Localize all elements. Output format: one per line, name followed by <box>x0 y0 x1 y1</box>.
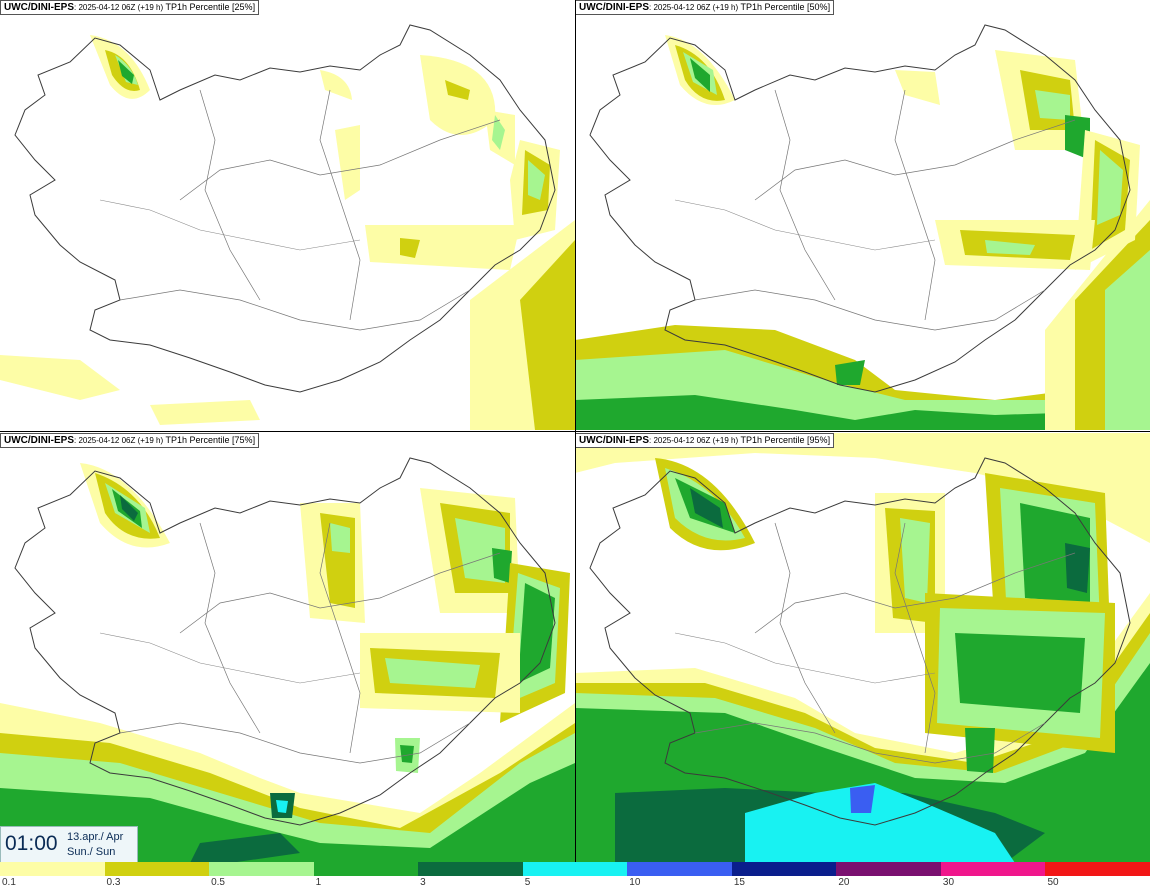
valid-time: 01:00 <box>5 832 58 855</box>
field-name: TP1h Percentile [95%] <box>740 435 831 445</box>
panel-header: UWC/DINI-EPS: 2025-04-12 06Z (+19 h) TP1… <box>575 433 835 448</box>
colorbar-segment <box>627 862 732 876</box>
model-name: UWC/DINI-EPS <box>579 435 649 446</box>
colorbar-segment <box>836 862 941 876</box>
colorbar-segment <box>522 862 628 876</box>
colorbar-tick-label: 10 <box>629 877 641 888</box>
precip-map-95 <box>575 433 1150 863</box>
colorbar-segment <box>313 862 419 876</box>
field-name: TP1h Percentile [75%] <box>165 435 256 445</box>
colorbar-segment <box>731 862 837 876</box>
valid-date-line: 13.apr./ Apr <box>67 831 124 843</box>
map-panel-75: UWC/DINI-EPS: 2025-04-12 06Z (+19 h) TP1… <box>0 433 575 863</box>
colorbar-tick-label: 0.5 <box>211 877 225 888</box>
model-name: UWC/DINI-EPS <box>579 2 649 13</box>
panel-header: UWC/DINI-EPS: 2025-04-12 06Z (+19 h) TP1… <box>0 433 260 448</box>
colorbar-tick-label: 30 <box>942 877 955 888</box>
map-panel-25: UWC/DINI-EPS: 2025-04-12 06Z (+19 h) TP1… <box>0 0 575 430</box>
map-panel-50: UWC/DINI-EPS: 2025-04-12 06Z (+19 h) TP1… <box>575 0 1150 430</box>
model-name: UWC/DINI-EPS <box>4 435 74 446</box>
colorbar-tick-label: 15 <box>733 877 745 888</box>
precip-fields <box>0 35 575 430</box>
precip-map-50 <box>575 24 1150 430</box>
precip-fields <box>0 463 575 863</box>
panel-header: UWC/DINI-EPS: 2025-04-12 06Z (+19 h) TP1… <box>0 0 260 15</box>
run-info: : 2025-04-12 06Z (+19 h) <box>649 3 739 12</box>
colorbar-segment <box>0 862 105 876</box>
colorbar-tick-label: 1 <box>315 877 322 888</box>
colorbar-tick-label: 3 <box>420 877 426 888</box>
panel-divider-horizontal <box>0 431 1150 432</box>
colorbar-tick-label: 0.1 <box>2 877 16 888</box>
map-panel-95: UWC/DINI-EPS: 2025-04-12 06Z (+19 h) TP1… <box>575 433 1150 863</box>
precip-map-75 <box>0 457 575 863</box>
valid-date: 13.apr./ Apr Sun./ Sun <box>67 830 123 860</box>
colorbar-tick-label: 0.3 <box>106 877 121 888</box>
precip-map-25 <box>0 24 575 430</box>
valid-time-box: 01:00 13.apr./ Apr Sun./ Sun <box>0 826 138 864</box>
colorbar-segment <box>104 862 210 876</box>
run-info: : 2025-04-12 06Z (+19 h) <box>649 436 739 445</box>
run-info: : 2025-04-12 06Z (+19 h) <box>74 3 164 12</box>
colorbar-segment <box>1045 862 1150 876</box>
colorbar-segment <box>418 862 523 876</box>
precip-colorbar <box>0 862 1150 876</box>
colorbar-segment <box>209 862 314 876</box>
field-name: TP1h Percentile [50%] <box>740 2 831 12</box>
run-info: : 2025-04-12 06Z (+19 h) <box>74 436 164 445</box>
field-name: TP1h Percentile [25%] <box>165 2 256 12</box>
model-name: UWC/DINI-EPS <box>4 2 74 13</box>
precip-fields <box>575 35 1150 430</box>
valid-day-line: Sun./ Sun <box>67 846 116 858</box>
precip-fields <box>575 433 1150 863</box>
colorbar-tick-label: 20 <box>838 877 850 888</box>
panel-header: UWC/DINI-EPS: 2025-04-12 06Z (+19 h) TP1… <box>575 0 835 15</box>
colorbar-segment <box>940 862 1046 876</box>
colorbar-tick-label: 5 <box>524 877 531 888</box>
colorbar-tick-label: 50 <box>1047 877 1059 888</box>
